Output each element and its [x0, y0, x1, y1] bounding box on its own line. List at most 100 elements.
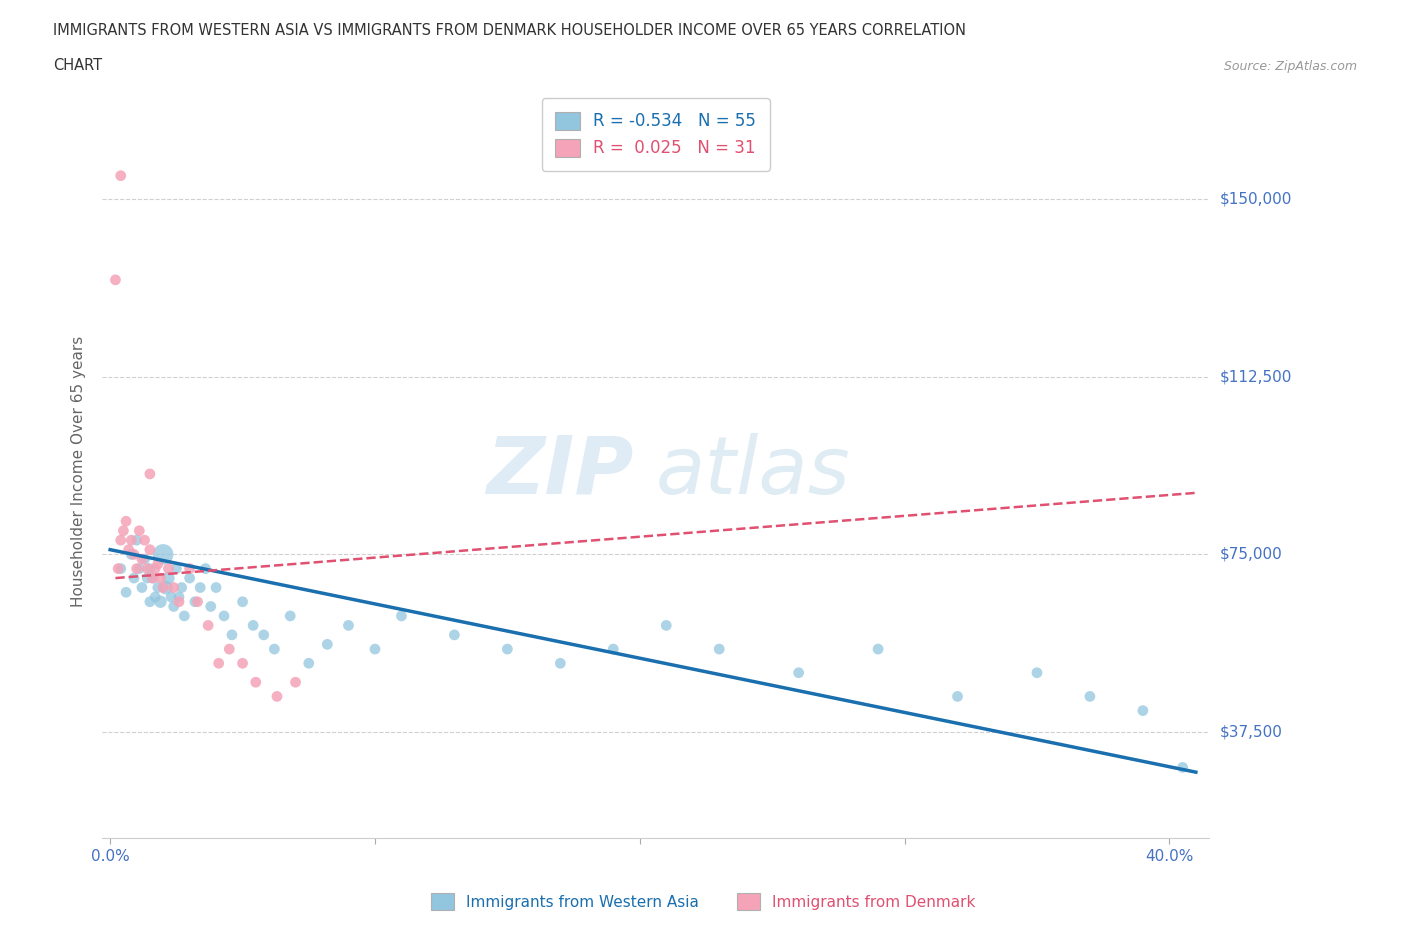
Point [1026, 665, 1049, 680]
Point [278, 608, 301, 623]
Point [655, 618, 678, 632]
Point [245, 675, 267, 690]
Point [163, 580, 186, 595]
Point [165, 561, 187, 576]
Point [157, 571, 180, 586]
Point [115, 514, 138, 529]
Point [221, 628, 243, 643]
Legend: R = -0.534   N = 55, R =  0.025   N = 31: R = -0.534 N = 55, R = 0.025 N = 31 [541, 99, 769, 171]
Point [179, 561, 201, 576]
Point [141, 571, 163, 586]
Point [194, 561, 217, 576]
Point [110, 533, 132, 548]
Y-axis label: Householder Income Over 65 years: Householder Income Over 65 years [72, 336, 86, 607]
Point [143, 590, 166, 604]
Point [266, 689, 288, 704]
Point [149, 594, 172, 609]
Point [139, 561, 162, 576]
Text: Source: ZipAtlas.com: Source: ZipAtlas.com [1223, 60, 1357, 73]
Point [110, 561, 132, 576]
Point [146, 556, 169, 571]
Point [120, 533, 142, 548]
Point [709, 642, 731, 657]
Point [232, 656, 254, 671]
Point [232, 594, 254, 609]
Point [167, 590, 190, 604]
Text: ZIP: ZIP [486, 432, 634, 511]
Point [208, 656, 231, 671]
Point [263, 642, 285, 657]
Point [141, 571, 163, 586]
Point [143, 561, 166, 576]
Point [122, 547, 145, 562]
Point [550, 656, 572, 671]
Point [212, 608, 235, 623]
Point [173, 608, 195, 623]
Legend: Immigrants from Western Asia, Immigrants from Denmark: Immigrants from Western Asia, Immigrants… [423, 885, 983, 918]
Text: CHART: CHART [53, 58, 103, 73]
Point [1078, 689, 1101, 704]
Point [134, 533, 156, 548]
Point [120, 547, 142, 562]
Point [443, 628, 465, 643]
Point [170, 580, 193, 595]
Point [139, 542, 162, 557]
Point [364, 642, 387, 657]
Point [197, 618, 219, 632]
Point [155, 580, 177, 595]
Point [107, 561, 129, 576]
Point [139, 467, 162, 482]
Point [128, 524, 150, 538]
Text: atlas: atlas [655, 432, 851, 511]
Point [104, 272, 127, 287]
Point [337, 618, 360, 632]
Point [1132, 703, 1154, 718]
Point [316, 637, 339, 652]
Point [186, 594, 208, 609]
Point [391, 608, 413, 623]
Point [136, 571, 159, 586]
Point [1171, 760, 1194, 775]
Point [125, 533, 148, 548]
Point [118, 542, 141, 557]
Point [179, 571, 201, 586]
Point [131, 580, 153, 595]
Point [787, 665, 810, 680]
Point [131, 551, 153, 566]
Point [868, 642, 890, 657]
Point [496, 642, 519, 657]
Point [602, 642, 624, 657]
Point [163, 599, 186, 614]
Point [167, 594, 190, 609]
Point [122, 571, 145, 586]
Point [149, 571, 172, 586]
Point [298, 656, 321, 671]
Point [134, 551, 156, 566]
Text: $37,500: $37,500 [1220, 724, 1284, 739]
Point [128, 561, 150, 576]
Text: $112,500: $112,500 [1220, 369, 1292, 384]
Text: IMMIGRANTS FROM WESTERN ASIA VS IMMIGRANTS FROM DENMARK HOUSEHOLDER INCOME OVER : IMMIGRANTS FROM WESTERN ASIA VS IMMIGRAN… [53, 23, 966, 38]
Point [110, 168, 132, 183]
Point [205, 580, 228, 595]
Point [115, 585, 138, 600]
Point [152, 580, 174, 595]
Point [160, 590, 183, 604]
Point [112, 524, 135, 538]
Point [125, 561, 148, 576]
Point [146, 580, 169, 595]
Point [218, 642, 240, 657]
Point [946, 689, 969, 704]
Point [152, 547, 174, 562]
Text: $150,000: $150,000 [1220, 192, 1292, 206]
Point [188, 580, 211, 595]
Point [242, 618, 264, 632]
Point [253, 628, 276, 643]
Text: $75,000: $75,000 [1220, 547, 1282, 562]
Point [139, 594, 162, 609]
Point [157, 561, 180, 576]
Point [200, 599, 222, 614]
Point [284, 675, 307, 690]
Point [184, 594, 207, 609]
Point [136, 561, 159, 576]
